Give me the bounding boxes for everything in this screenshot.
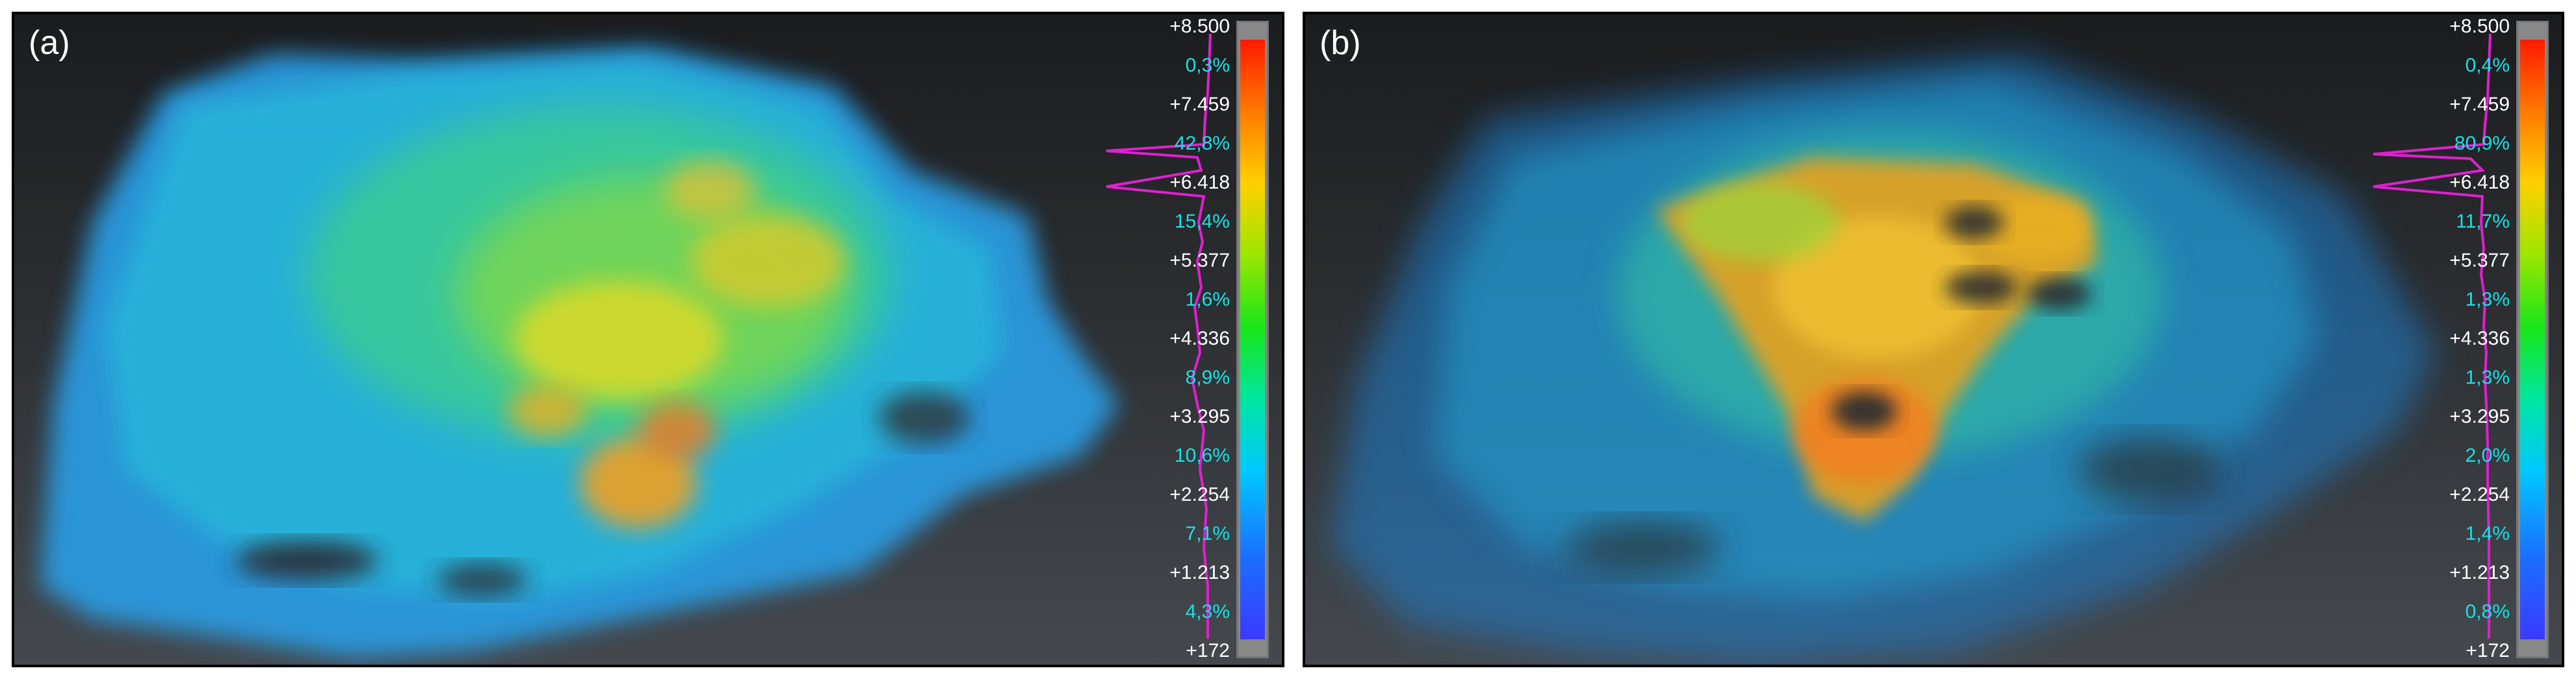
scale-percent: 0,8% — [2465, 601, 2510, 622]
panel-label: (a) — [29, 24, 70, 62]
scale-value: +2.254 — [2449, 484, 2510, 505]
scale-percent: 4,3% — [1185, 601, 1230, 622]
scale-value: +5.377 — [2449, 250, 2510, 271]
scale-value: +8.500 — [2449, 16, 2510, 37]
color-scale-bar — [1236, 21, 1269, 658]
scale-percent: 42,8% — [1174, 133, 1230, 154]
scale-value: +2.254 — [1169, 484, 1230, 505]
scale-percent: 0,3% — [1185, 55, 1230, 76]
scale-percent: 2,0% — [2465, 445, 2510, 466]
scale-percent: 0,4% — [2465, 55, 2510, 76]
panel-label: (b) — [1320, 24, 1361, 62]
color-scale-bar — [2516, 21, 2549, 658]
histogram-curve — [1106, 33, 1212, 639]
scale-value: +1.213 — [1169, 562, 1230, 583]
scale-percent: 1,3% — [2465, 289, 2510, 310]
scale-value: +6.418 — [2449, 172, 2510, 193]
scale-value: +8.500 — [1169, 16, 1230, 37]
scale-value: +7.459 — [1169, 94, 1230, 115]
panel-a: (a) +8.500 0,3% +7.459 42,8% +6.418 15,4… — [12, 12, 1284, 667]
point-cloud-a — [40, 47, 1119, 658]
scale-value: +5.377 — [1169, 250, 1230, 271]
scale-percent: 11,7% — [2456, 211, 2510, 232]
histogram-curve — [2373, 33, 2491, 639]
scale-percent: 10,6% — [1174, 445, 1230, 466]
scale-value: +6.418 — [1169, 172, 1230, 193]
scale-percent: 1,4% — [2465, 523, 2510, 544]
scale-value: +1.213 — [2449, 562, 2510, 583]
point-cloud-b — [1331, 53, 2436, 665]
scale-value: +172 — [1186, 640, 1230, 661]
scale-value: +4.336 — [2449, 328, 2510, 349]
scale-value: +3.295 — [1169, 406, 1230, 427]
scale-percent: 1,3% — [2465, 367, 2510, 388]
scale-percent: 7,1% — [1185, 523, 1230, 544]
scale-value: +7.459 — [2449, 94, 2510, 115]
scale-value: +4.336 — [1169, 328, 1230, 349]
scale-percent: 80,9% — [2454, 133, 2510, 154]
scale-percent: 15,4% — [1174, 211, 1230, 232]
scale-percent: 1,6% — [1185, 289, 1230, 310]
panel-b: (b) +8.500 0,4% +7.459 80,9% +6.418 11,7… — [1303, 12, 2564, 667]
scale-value: +172 — [2465, 640, 2510, 661]
scale-value: +3.295 — [2449, 406, 2510, 427]
scale-percent: 8,9% — [1185, 367, 1230, 388]
